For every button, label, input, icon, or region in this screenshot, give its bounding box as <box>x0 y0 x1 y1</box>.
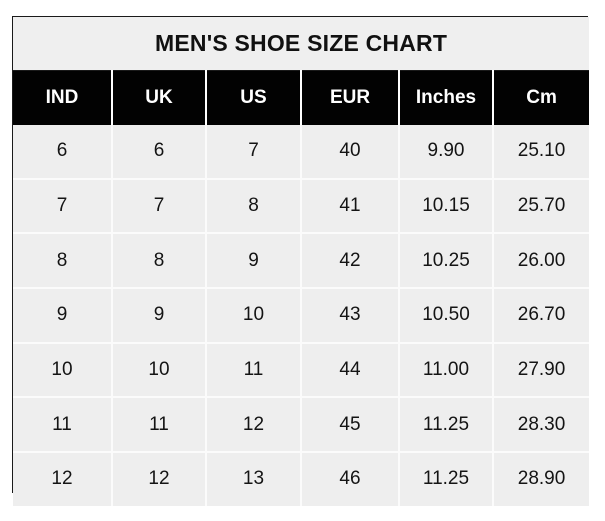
cell-cm: 25.10 <box>493 125 590 180</box>
cell-us: 12 <box>206 397 302 454</box>
cell-inches: 10.25 <box>399 233 494 290</box>
cell-eur: 46 <box>301 452 400 506</box>
column-header-eur: EUR <box>301 70 400 125</box>
cell-cm: 28.90 <box>493 452 590 506</box>
cell-inches: 9.90 <box>399 125 494 180</box>
cell-eur: 43 <box>301 288 400 344</box>
cell-cm: 27.90 <box>493 342 590 399</box>
table-row: 8 8 9 42 10.25 26.00 <box>13 233 590 290</box>
table-row: 7 7 8 41 10.15 25.70 <box>13 178 590 235</box>
cell-uk: 10 <box>112 342 207 399</box>
cell-eur: 40 <box>301 125 400 180</box>
cell-eur: 41 <box>301 178 400 235</box>
cell-cm: 26.70 <box>493 288 590 344</box>
shoe-size-table: MEN'S SHOE SIZE CHART IND UK US EUR Inch… <box>13 17 590 506</box>
column-header-row: IND UK US EUR Inches Cm <box>13 70 590 125</box>
cell-cm: 28.30 <box>493 397 590 454</box>
cell-ind: 9 <box>13 288 113 344</box>
table-head: MEN'S SHOE SIZE CHART IND UK US EUR Inch… <box>13 17 590 125</box>
cell-inches: 10.50 <box>399 288 494 344</box>
chart-title: MEN'S SHOE SIZE CHART <box>13 17 590 71</box>
table-row: 6 6 7 40 9.90 25.10 <box>13 125 590 180</box>
table-row: 9 9 10 43 10.50 26.70 <box>13 288 590 344</box>
column-header-ind: IND <box>13 70 113 125</box>
cell-us: 11 <box>206 342 302 399</box>
cell-eur: 45 <box>301 397 400 454</box>
table-row: 12 12 13 46 11.25 28.90 <box>13 452 590 506</box>
cell-ind: 6 <box>13 125 113 180</box>
column-header-us: US <box>206 70 302 125</box>
table-row: 10 10 11 44 11.00 27.90 <box>13 342 590 399</box>
cell-ind: 7 <box>13 178 113 235</box>
cell-inches: 10.15 <box>399 178 494 235</box>
table-body: 6 6 7 40 9.90 25.10 7 7 8 41 10.15 25.70… <box>13 125 590 506</box>
cell-uk: 12 <box>112 452 207 506</box>
cell-ind: 10 <box>13 342 113 399</box>
cell-us: 8 <box>206 178 302 235</box>
cell-uk: 7 <box>112 178 207 235</box>
cell-ind: 8 <box>13 233 113 290</box>
title-row: MEN'S SHOE SIZE CHART <box>13 17 590 71</box>
cell-inches: 11.00 <box>399 342 494 399</box>
cell-ind: 11 <box>13 397 113 454</box>
table-row: 11 11 12 45 11.25 28.30 <box>13 397 590 454</box>
column-header-inches: Inches <box>399 70 494 125</box>
cell-uk: 9 <box>112 288 207 344</box>
cell-us: 13 <box>206 452 302 506</box>
cell-eur: 42 <box>301 233 400 290</box>
cell-uk: 11 <box>112 397 207 454</box>
cell-uk: 6 <box>112 125 207 180</box>
cell-us: 9 <box>206 233 302 290</box>
column-header-cm: Cm <box>493 70 590 125</box>
cell-ind: 12 <box>13 452 113 506</box>
cell-uk: 8 <box>112 233 207 290</box>
cell-cm: 25.70 <box>493 178 590 235</box>
cell-us: 7 <box>206 125 302 180</box>
cell-eur: 44 <box>301 342 400 399</box>
cell-us: 10 <box>206 288 302 344</box>
cell-inches: 11.25 <box>399 397 494 454</box>
cell-cm: 26.00 <box>493 233 590 290</box>
cell-inches: 11.25 <box>399 452 494 506</box>
size-chart-container: MEN'S SHOE SIZE CHART IND UK US EUR Inch… <box>12 16 590 506</box>
column-header-uk: UK <box>112 70 207 125</box>
